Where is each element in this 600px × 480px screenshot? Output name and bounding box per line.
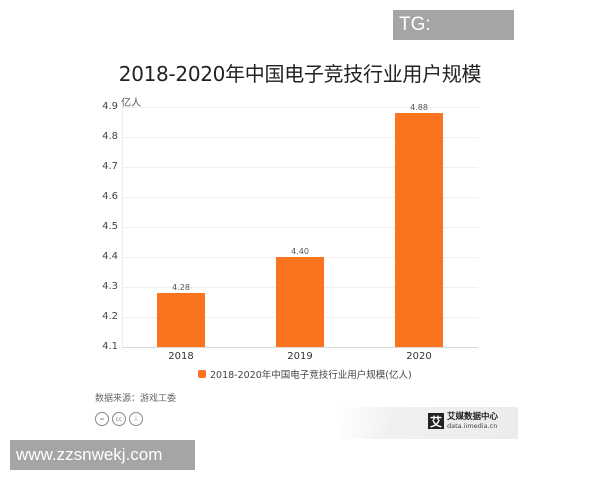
iimedia-logo: 艾 艾媒数据中心 data.iimedia.cn xyxy=(428,413,498,429)
license-icons: = cc i xyxy=(95,412,143,426)
cc-by-icon: i xyxy=(129,412,143,426)
x-axis-line xyxy=(122,347,478,348)
legend-swatch xyxy=(198,370,206,378)
bar-2018 xyxy=(157,293,205,347)
bar-2020 xyxy=(395,113,443,347)
legend-label: 2018-2020年中国电子竞技行业用户规模(亿人) xyxy=(210,370,412,381)
y-tick: 4.9 xyxy=(102,101,118,112)
y-tick: 4.6 xyxy=(102,191,118,202)
y-tick: 4.5 xyxy=(102,221,118,232)
x-tick: 2018 xyxy=(168,351,194,362)
gridline xyxy=(122,167,478,168)
y-tick: 4.3 xyxy=(102,281,118,292)
logo-name: 艾媒数据中心 xyxy=(447,412,499,422)
bar-value-label: 4.88 xyxy=(410,103,428,112)
gridline xyxy=(122,137,478,138)
y-tick: 4.8 xyxy=(102,131,118,142)
logo-url: data.iimedia.cn xyxy=(447,421,498,430)
cc-nd-icon: = xyxy=(95,412,109,426)
cc-icon: cc xyxy=(112,412,126,426)
y-axis-line xyxy=(122,107,123,348)
legend: 2018-2020年中国电子竞技行业用户规模(亿人) xyxy=(198,367,412,381)
chart-title: 2018-2020年中国电子竞技行业用户规模 xyxy=(118,62,482,86)
y-tick: 4.2 xyxy=(102,311,118,322)
bar-value-label: 4.28 xyxy=(172,283,190,292)
y-tick: 4.7 xyxy=(102,161,118,172)
bar-value-label: 4.40 xyxy=(291,247,309,256)
url-watermark: www.zzsnwekj.com xyxy=(10,440,195,470)
gridline xyxy=(122,197,478,198)
y-tick: 4.4 xyxy=(102,251,118,262)
x-tick: 2019 xyxy=(287,351,313,362)
y-tick: 4.1 xyxy=(102,341,118,352)
x-tick: 2020 xyxy=(406,351,432,362)
gridline xyxy=(122,107,478,108)
data-source: 数据来源：游戏工委 xyxy=(95,394,177,404)
y-axis-unit: 亿人 xyxy=(121,98,141,109)
gridline xyxy=(122,227,478,228)
bar-2019 xyxy=(276,257,324,347)
iimedia-logo-icon: 艾 xyxy=(428,413,444,429)
tg-watermark: TG: MYYJJPP xyxy=(393,10,514,65)
